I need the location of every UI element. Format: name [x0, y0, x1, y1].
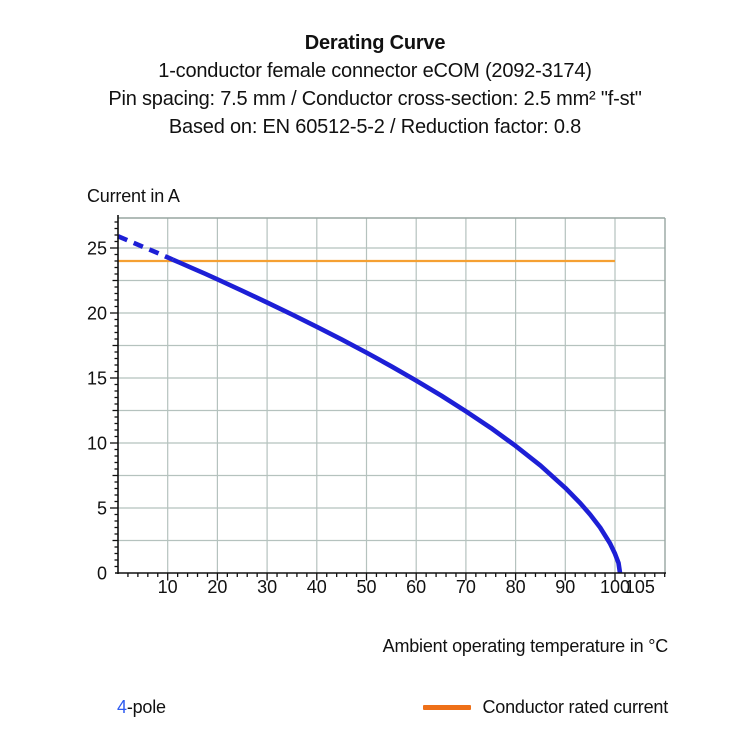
y-tick-label: 25	[87, 239, 107, 259]
chart-subtitle-specs: Pin spacing: 7.5 mm / Conductor cross-se…	[108, 88, 642, 110]
chart-header: Derating Curve 1-conductor female connec…	[0, 29, 750, 141]
legend-4-pole: 4-pole	[117, 697, 166, 718]
x-tick-label: 30	[257, 577, 277, 597]
chart-title: Derating Curve	[304, 32, 446, 54]
y-tick-label: 5	[97, 499, 107, 519]
y-tick-label: 0	[97, 564, 107, 584]
x-tick-label: 70	[456, 577, 476, 597]
x-axis-title: Ambient operating temperature in °C	[382, 636, 669, 656]
plot-frame	[118, 217, 666, 573]
x-tick-label: 60	[406, 577, 426, 597]
legend-pole-number: 4	[117, 697, 127, 717]
x-tick-label: 10	[158, 577, 178, 597]
legend-pole-suffix: -pole	[126, 697, 166, 717]
derating-curve-solid	[171, 257, 623, 574]
x-tick-label: 20	[207, 577, 227, 597]
x-tick-label: 80	[506, 577, 526, 597]
x-tick-label: 90	[555, 577, 575, 597]
y-tick-label: 10	[87, 434, 107, 454]
x-tick-label: 105	[625, 577, 655, 597]
x-tick-label: 100	[600, 577, 630, 597]
chart-subtitle-standard: Based on: EN 60512-5-2 / Reduction facto…	[168, 116, 582, 138]
axis-ticks	[110, 221, 666, 581]
y-axis-title: Current in A	[87, 186, 180, 206]
gridlines	[118, 218, 665, 573]
x-tick-label: 40	[307, 577, 327, 597]
y-tick-labels: 0 5 10 15 20 25	[87, 239, 107, 584]
legend-rated-current: Conductor rated current	[422, 697, 669, 718]
chart-subtitle-product: 1-conductor female connector eCOM (2092-…	[158, 60, 592, 82]
x-tick-label: 50	[356, 577, 376, 597]
rated-current-swatch	[422, 705, 471, 710]
y-tick-label: 20	[87, 304, 107, 324]
derating-curve-dashed	[117, 234, 174, 262]
y-tick-label: 15	[87, 369, 107, 389]
legend-rated-label: Conductor rated current	[482, 697, 669, 717]
